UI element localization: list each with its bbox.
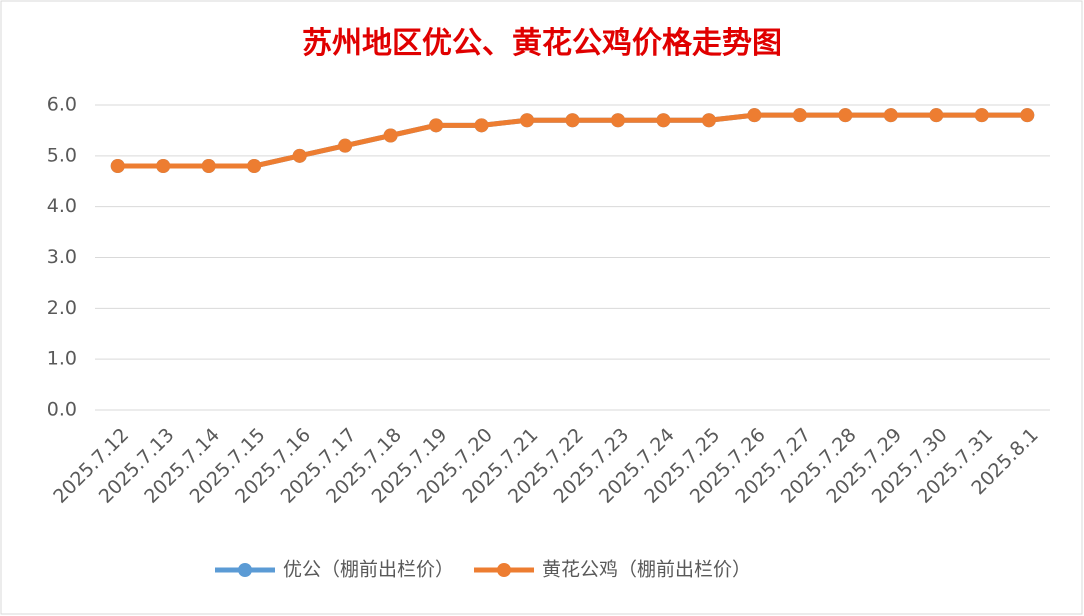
point (747, 108, 762, 123)
y-tick-label: 1.0 (47, 348, 77, 370)
y-tick-label: 5.0 (47, 144, 77, 166)
point (156, 159, 171, 173)
point (701, 113, 716, 128)
y-tick-label: 4.0 (47, 195, 77, 217)
point (338, 138, 353, 153)
legend-marker (497, 563, 512, 577)
point (247, 159, 262, 173)
point (520, 113, 535, 128)
chart-title: 苏州地区优公、黄花公鸡价格走势图 (302, 26, 782, 61)
point (110, 159, 125, 173)
point (565, 113, 580, 128)
point (610, 113, 625, 128)
legend-label: 黄花公鸡（棚前出栏价） (542, 559, 751, 581)
legend-marker (238, 563, 252, 577)
y-tick-label: 2.0 (47, 297, 77, 319)
point (929, 108, 944, 123)
point (201, 159, 216, 173)
y-tick-label: 6.0 (47, 94, 77, 116)
point (792, 108, 807, 123)
point (429, 118, 444, 133)
y-tick-label: 0.0 (47, 399, 77, 421)
y-tick-label: 3.0 (47, 246, 77, 268)
point (1020, 108, 1035, 123)
point (292, 148, 307, 163)
legend-label: 优公（棚前出栏价） (283, 559, 454, 581)
point (656, 113, 671, 128)
point (883, 108, 898, 123)
point (974, 108, 989, 123)
point (838, 108, 853, 123)
point (474, 118, 489, 133)
point (383, 128, 398, 143)
